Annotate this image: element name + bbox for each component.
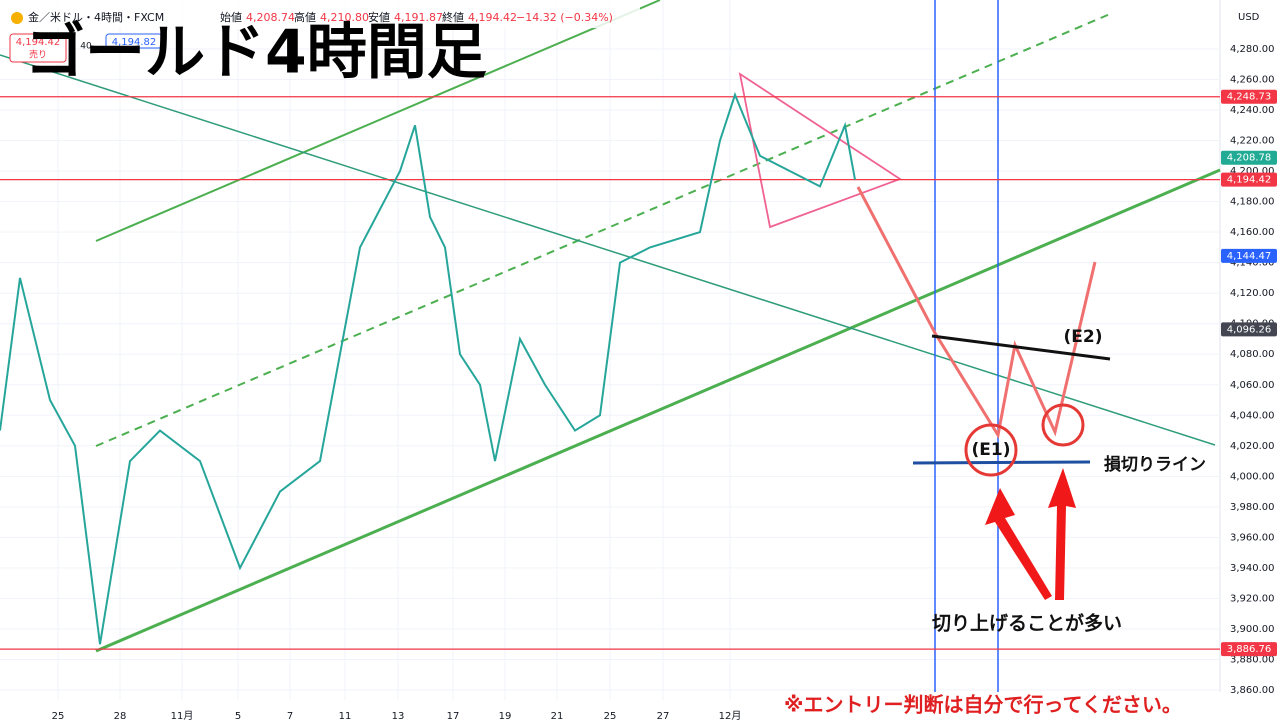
price-label-box <box>1221 642 1277 657</box>
trend-down <box>0 54 1216 446</box>
y-tick-label: 4,160.00 <box>1230 227 1275 238</box>
triangle <box>738 72 902 229</box>
price-label-box <box>1221 322 1277 337</box>
y-tick-label: 3,960.00 <box>1230 532 1275 543</box>
x-tick-label: 13 <box>392 711 405 720</box>
label: 安値 <box>368 10 390 24</box>
y-tick-label: 3,920.00 <box>1230 593 1275 604</box>
title: ゴールド4時間足 <box>25 18 487 88</box>
y-tick-label: 3,940.00 <box>1230 563 1275 574</box>
price-label-box <box>1221 89 1277 104</box>
x-tick-label: 27 <box>657 711 670 720</box>
circle-e1 <box>964 423 1018 477</box>
currency: USD <box>1238 12 1260 23</box>
sell-price: 4,194.42 <box>16 37 61 48</box>
value: 4,191.87 <box>394 11 443 24</box>
price-label: 4,248.73 <box>1227 92 1272 103</box>
channel-mid <box>95 13 1111 447</box>
label: 高値 <box>294 10 316 24</box>
price-label: 3,886.76 <box>1227 644 1272 655</box>
e1-label: (E1) <box>972 440 1011 460</box>
price-label: 4,194.42 <box>1227 175 1272 186</box>
price-label-box <box>1221 172 1277 187</box>
y-tick-label: 4,200.00 <box>1230 166 1275 177</box>
y-tick-label: 3,880.00 <box>1230 654 1275 665</box>
arrow <box>1048 468 1076 600</box>
label: 終値 <box>442 10 464 24</box>
arrow <box>985 488 1052 600</box>
y-tick-label: 4,040.00 <box>1230 410 1275 421</box>
y-tick-label: 4,140.00 <box>1230 258 1275 269</box>
x-tick-label: 19 <box>499 711 512 720</box>
disclaimer-bg <box>780 692 1280 720</box>
y-tick-label: 4,280.00 <box>1230 44 1275 55</box>
stop-label: 損切りライン <box>1104 454 1206 475</box>
sell-button[interactable] <box>9 33 67 63</box>
spread: 40 <box>80 42 92 52</box>
label: 始値 <box>220 10 242 24</box>
stop-line <box>912 460 1091 465</box>
price-label: 4,208.78 <box>1227 153 1272 164</box>
note: 切り上げることが多い <box>932 612 1122 635</box>
y-tick-label: 4,120.00 <box>1230 288 1275 299</box>
price-label-box <box>1221 150 1277 165</box>
x-tick-label: 12月 <box>719 710 742 720</box>
value: 4,194.42 <box>468 11 517 24</box>
y-tick-label: 4,260.00 <box>1230 75 1275 86</box>
y-tick-label: 4,240.00 <box>1230 105 1275 116</box>
y-tick-label: 4,020.00 <box>1230 441 1275 452</box>
x-tick-label: 5 <box>235 711 241 720</box>
change: −14.32 (−0.34%) <box>516 11 613 24</box>
disclaimer: ※エントリー判断は自分で行ってください。 <box>784 693 1182 717</box>
y-tick-label: 4,060.00 <box>1230 380 1275 391</box>
drawings <box>0 0 1221 720</box>
symbol: 金／米ドル・4時間・FXCM <box>28 10 164 24</box>
symbol-icon <box>11 12 23 24</box>
x-tick-label: 11月 <box>171 710 194 720</box>
y-tick-label: 3,860.00 <box>1230 685 1275 696</box>
x-tick-label: 28 <box>114 711 127 720</box>
e2-label: (E2) <box>1064 327 1103 347</box>
buy-price: 4,194.82 <box>112 37 157 48</box>
x-tick-label: 25 <box>604 711 617 720</box>
y-tick-label: 4,220.00 <box>1230 136 1275 147</box>
y-tick-label: 4,000.00 <box>1230 471 1275 482</box>
x-tick-label: 25 <box>52 711 65 720</box>
buy-button[interactable] <box>105 33 163 49</box>
sell-label: 売り <box>29 49 47 61</box>
value: 4,210.80 <box>320 11 369 24</box>
header-bg <box>0 0 640 28</box>
price-label: 4,096.26 <box>1227 324 1272 335</box>
x-tick-label: 17 <box>447 711 460 720</box>
price-label-box <box>1221 248 1277 263</box>
value: 4,208.74 <box>246 11 295 24</box>
neckline <box>931 334 1111 361</box>
x-tick-label: 11 <box>339 711 352 720</box>
y-tick-label: 4,080.00 <box>1230 349 1275 360</box>
channel-lower <box>95 168 1221 653</box>
y-tick-label: 3,980.00 <box>1230 502 1275 513</box>
price-line-series <box>0 91 856 645</box>
y-tick-label: 3,900.00 <box>1230 624 1275 635</box>
x-tick-label: 21 <box>551 711 564 720</box>
y-tick-label: 4,180.00 <box>1230 197 1275 208</box>
price-axis <box>1220 0 1280 720</box>
price-label: 4,144.47 <box>1227 251 1272 262</box>
channel-upper <box>95 0 661 242</box>
circle-e2 <box>1041 403 1085 447</box>
x-tick-label: 7 <box>287 711 293 720</box>
